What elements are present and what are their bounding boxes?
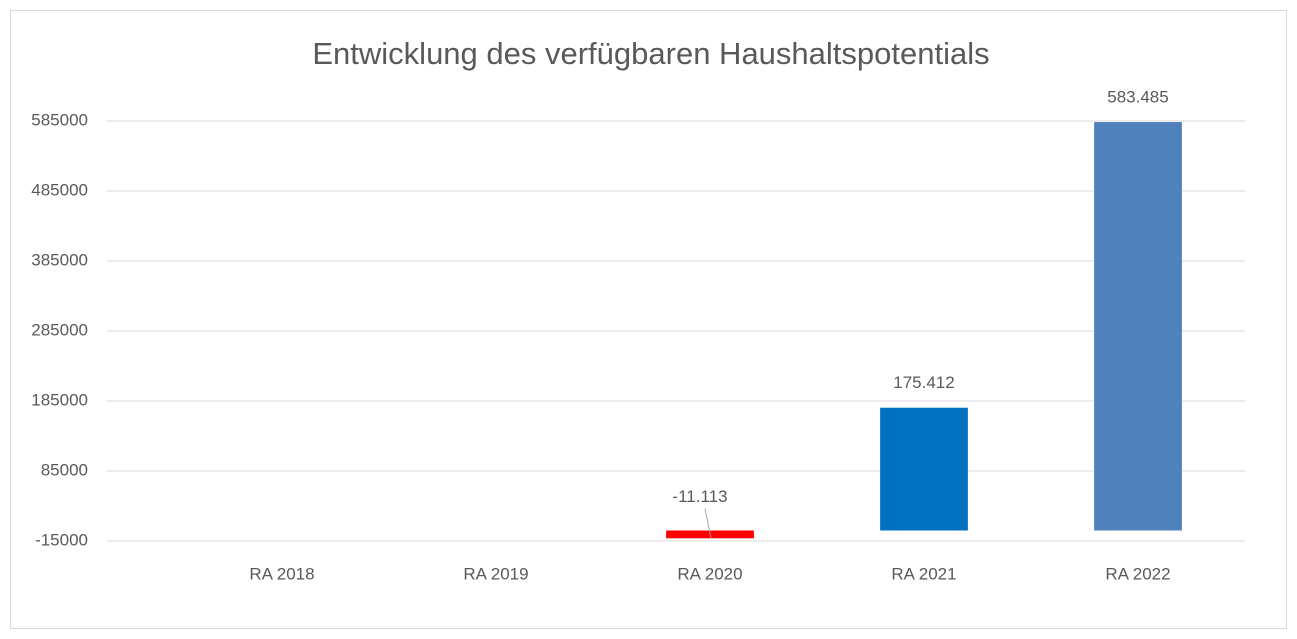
x-tick-label: RA 2021 (891, 564, 956, 583)
x-tick-label: RA 2019 (463, 564, 528, 583)
bar (880, 407, 968, 531)
data-label: 175.412 (893, 373, 954, 392)
y-tick-label: 585000 (31, 110, 88, 129)
chart-border (10, 10, 1287, 629)
bar (1094, 122, 1182, 531)
y-tick-label: -15000 (35, 530, 88, 549)
x-tick-label: RA 2018 (249, 564, 314, 583)
y-tick-label: 385000 (31, 250, 88, 269)
data-label: -11.113 (672, 487, 727, 506)
leader-line (704, 508, 712, 539)
y-tick-label: 485000 (31, 180, 88, 199)
chart-title: Entwicklung des verfügbaren Haushaltspot… (312, 36, 989, 71)
x-tick-label: RA 2020 (677, 564, 742, 583)
x-tick-label: RA 2022 (1105, 564, 1170, 583)
data-label: 583.485 (1107, 88, 1168, 107)
y-tick-label: 285000 (31, 320, 88, 339)
y-tick-label: 185000 (31, 390, 88, 409)
y-tick-label: 85000 (41, 460, 88, 479)
